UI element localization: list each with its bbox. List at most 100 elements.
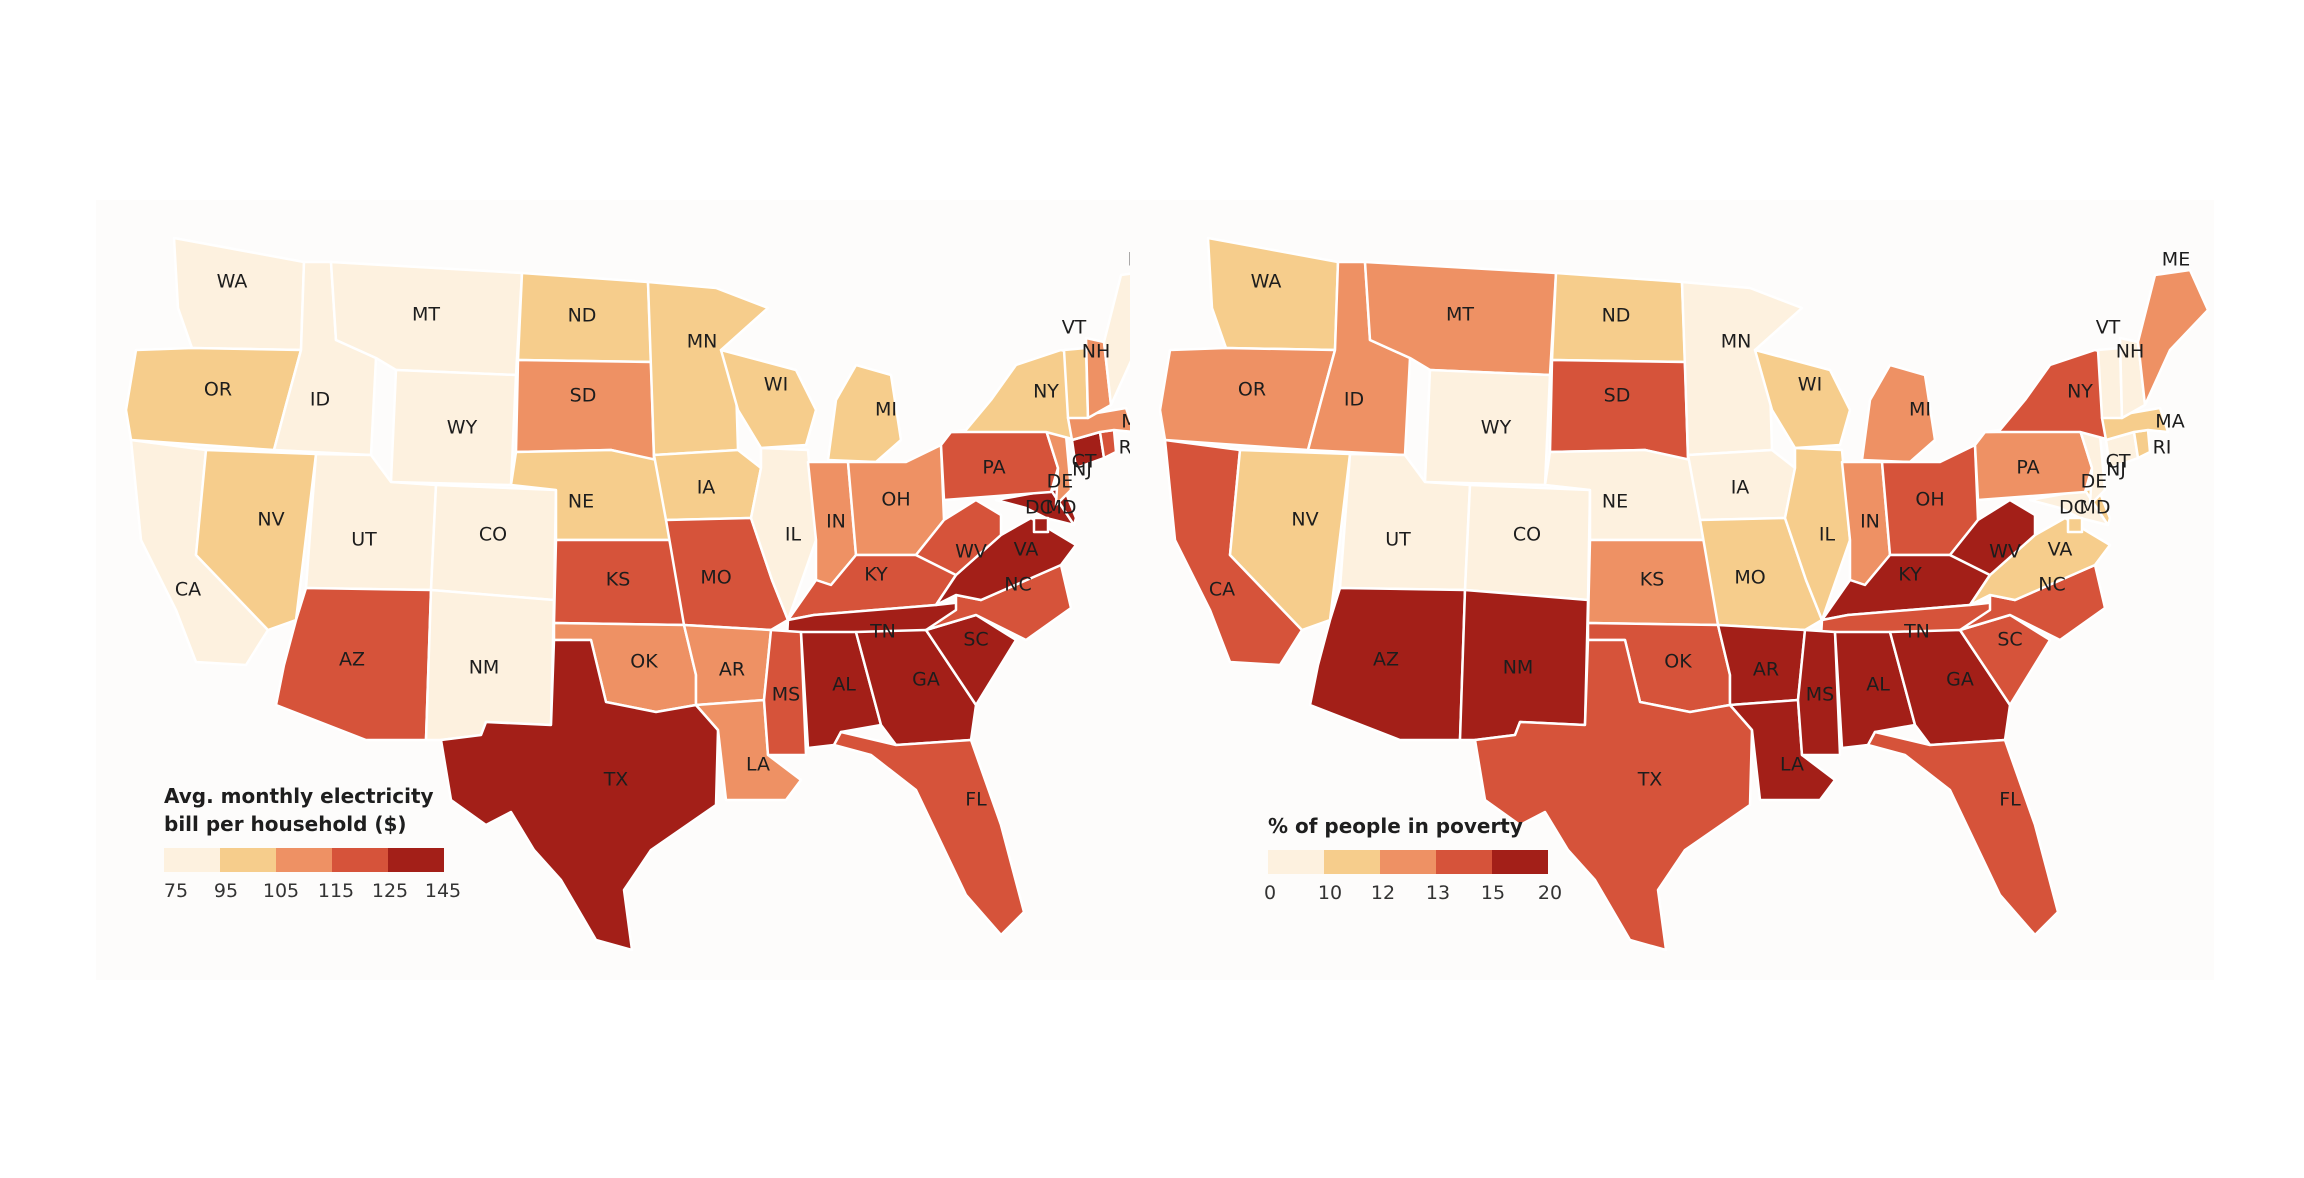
state-label-mo: MO (700, 567, 731, 589)
state-wa (172, 236, 306, 352)
state-label-ne: NE (1602, 491, 1628, 513)
state-label-nm: NM (1503, 657, 1534, 679)
state-label-nc: NC (2038, 574, 2065, 596)
state-label-ut: UT (351, 529, 377, 551)
state-label-va: VA (2048, 539, 2073, 561)
state-label-me: ME (2162, 249, 2190, 271)
legend-swatch-1 (1268, 850, 1324, 874)
state-label-pa: PA (982, 457, 1005, 479)
state-label-tn: TN (869, 621, 896, 643)
state-label-ms: MS (1806, 684, 1834, 706)
state-label-dc: DC (1025, 497, 1053, 519)
state-ri (1098, 428, 1118, 460)
state-label-wa: WA (217, 271, 248, 293)
legend-swatch-2 (220, 848, 276, 872)
legend-swatch-2 (1324, 850, 1380, 874)
state-label-az: AZ (339, 649, 365, 671)
state-label-ct: CT (1072, 451, 1097, 473)
state-label-nh: NH (2116, 341, 2145, 363)
legend-swatch-3 (1380, 850, 1436, 874)
state-label-ks: KS (1640, 569, 1665, 591)
state-label-md: MD (2079, 497, 2110, 519)
state-label-ct: CT (2106, 451, 2131, 473)
state-label-de: DE (2081, 471, 2108, 493)
state-va (934, 516, 1078, 607)
state-label-co: CO (479, 524, 507, 546)
state-ms (762, 628, 808, 757)
state-sd (1548, 358, 1690, 462)
state-label-vt: VT (1062, 317, 1087, 339)
state-label-mn: MN (687, 331, 718, 353)
state-sd (514, 358, 656, 462)
state-label-az: AZ (1373, 649, 1399, 671)
state-label-id: ID (1344, 389, 1364, 411)
state-label-sc: SC (963, 629, 988, 651)
state-label-in: IN (1860, 511, 1880, 533)
state-label-wi: WI (1798, 374, 1822, 396)
state-label-ny: NY (2067, 381, 2093, 403)
state-nv (194, 448, 318, 632)
state-label-ne: NE (568, 491, 594, 513)
state-wa (1206, 236, 1340, 352)
state-label-ga: GA (1946, 669, 1974, 691)
poverty-rate-map: WA OR CA ID NV MT WY UT AZ CO NM ND SD NE KS OK TX MN IA MO… (1130, 200, 2214, 980)
legend-swatch-3 (276, 848, 332, 872)
state-label-mt: MT (1446, 304, 1474, 326)
state-ri (2132, 428, 2152, 460)
state-label-ma: MA (2155, 411, 2184, 433)
state-label-nd: ND (1602, 305, 1631, 327)
state-label-ny: NY (1033, 381, 1059, 403)
state-nv (1228, 448, 1352, 632)
state-label-fl: FL (965, 789, 987, 811)
state-label-pa: PA (2016, 457, 2039, 479)
state-label-ri: RI (2153, 437, 2172, 459)
legend-tick: 115 (317, 880, 355, 902)
legend-tick: 105 (262, 880, 300, 902)
state-label-mi: MI (875, 399, 897, 421)
state-wv (1948, 498, 2037, 577)
legend-tick: 10 (1317, 882, 1343, 904)
poverty-legend-ticks: 0 10 12 13 15 20 (1264, 882, 1562, 908)
state-ms (1796, 628, 1842, 757)
state-label-in: IN (826, 511, 846, 533)
state-label-sd: SD (1604, 385, 1631, 407)
legend-tick: 13 (1425, 882, 1451, 904)
state-label-la: LA (1780, 754, 1804, 776)
state-label-ok: OK (1664, 651, 1692, 673)
state-label-nv: NV (257, 509, 284, 531)
legend-tick: 15 (1480, 882, 1506, 904)
electricity-bill-map: WA OR CA ID NV MT WY UT AZ CO NM ND SD NE KS OK TX MN IA MO… (96, 200, 1180, 980)
state-label-ga: GA (912, 669, 940, 691)
state-label-ky: KY (1898, 564, 1922, 586)
state-label-tx: TX (1637, 769, 1663, 791)
state-label-al: AL (832, 674, 856, 696)
poverty-legend-swatches (1268, 850, 1548, 874)
state-label-nv: NV (1291, 509, 1318, 531)
state-fl (832, 730, 1026, 937)
state-label-nd: ND (568, 305, 597, 327)
state-label-tx: TX (603, 769, 629, 791)
legend-tick: 95 (213, 880, 239, 902)
state-label-nc: NC (1004, 574, 1031, 596)
state-label-de: DE (1047, 471, 1074, 493)
electricity-bill-map-svg: WA OR CA ID NV MT WY UT AZ CO NM ND SD NE KS OK TX MN IA MO… (124, 236, 1176, 952)
state-label-la: LA (746, 754, 770, 776)
state-label-ut: UT (1385, 529, 1411, 551)
legend-tick: 0 (1263, 882, 1277, 904)
state-label-co: CO (1513, 524, 1541, 546)
state-label-ar: AR (1753, 659, 1779, 681)
state-label-nj: NJ (2106, 459, 2126, 481)
legend-swatch-4 (332, 848, 388, 872)
electricity-legend-swatches (164, 848, 444, 872)
state-label-nm: NM (469, 657, 500, 679)
electricity-legend-ticks: 75 95 105 115 125 145 (164, 880, 461, 906)
state-wi (1753, 348, 1852, 450)
state-label-oh: OH (881, 489, 910, 511)
electricity-legend-title-line2: bill per household ($) (164, 812, 407, 836)
state-label-wy: WY (1481, 417, 1512, 439)
state-label-oh: OH (1915, 489, 1944, 511)
legend-tick: 125 (371, 880, 409, 902)
state-label-wv: WV (1989, 541, 2021, 563)
state-label-wv: WV (955, 541, 987, 563)
state-label-sc: SC (1997, 629, 2022, 651)
